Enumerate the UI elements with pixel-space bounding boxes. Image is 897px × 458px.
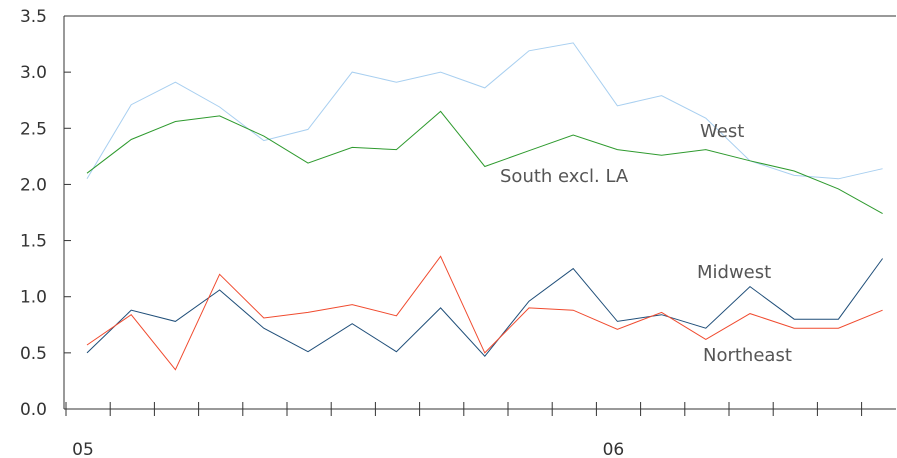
series-label-west: West [700, 121, 744, 142]
series-label-midwest: Midwest [697, 262, 771, 283]
y-tick-label: 2.5 [20, 119, 47, 139]
series-lines [86, 42, 884, 371]
y-tick-label: 3.0 [20, 63, 47, 83]
y-tick-label: 1.0 [20, 288, 47, 308]
y-tick-label: 0.0 [20, 400, 47, 420]
series-label-northeast: Northeast [703, 345, 792, 366]
x-tick-label: 05 [72, 440, 94, 458]
series-line-west [86, 42, 883, 180]
series-line-south-excl-la [86, 110, 883, 215]
series-line-northeast [86, 255, 883, 371]
y-tick-label: 3.5 [20, 7, 47, 27]
y-tick-label: 2.0 [20, 175, 47, 195]
series-label-south: South excl. LA [500, 166, 629, 187]
x-tick-label: 06 [603, 440, 625, 458]
y-tick-label: 1.5 [20, 232, 47, 252]
x-axis-ticks: 05 06 [65, 402, 863, 458]
y-axis-ticks: 0.0 0.5 1.0 1.5 2.0 2.5 3.0 3.5 [20, 7, 71, 420]
series-line-midwest [86, 258, 884, 357]
y-tick-label: 0.5 [20, 344, 47, 364]
